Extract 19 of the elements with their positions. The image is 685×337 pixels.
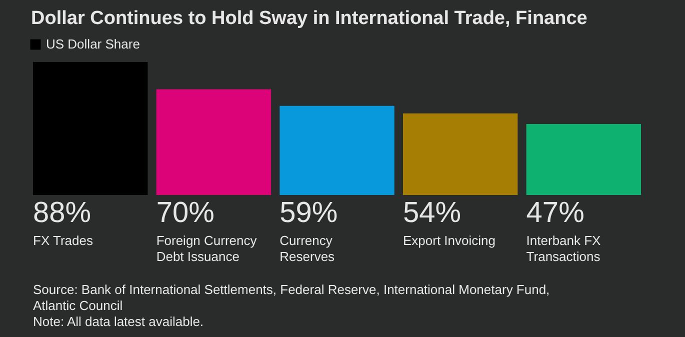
x-tick-label: Currency Reserves [280,233,336,264]
data-label: 47% [526,197,584,229]
legend-label: US Dollar Share [46,36,140,52]
data-label: 54% [402,197,462,229]
x-tick-label: Interbank FX Transactions [526,233,602,264]
chart-title: Dollar Continues to Hold Sway in International Trade, Finance [31,8,588,29]
text: Note: All data latest available. [33,314,204,329]
bar [402,113,518,195]
data-label: 70% [156,197,214,229]
x-tick-label: FX Trades [33,233,94,248]
bar [280,106,394,195]
bar [156,89,272,195]
data-label: 88% [33,197,92,229]
data-label: 59% [280,197,338,229]
bar [33,62,148,195]
x-tick-label: Export Invoicing [402,233,496,248]
source-note: Source: Bank of International Settlements, Federal Reserve, International Monetary Fund, Atlantic Council [33,282,550,313]
bar [526,124,641,195]
x-tick-label: Foreign Currency Debt Issuance [156,233,258,264]
